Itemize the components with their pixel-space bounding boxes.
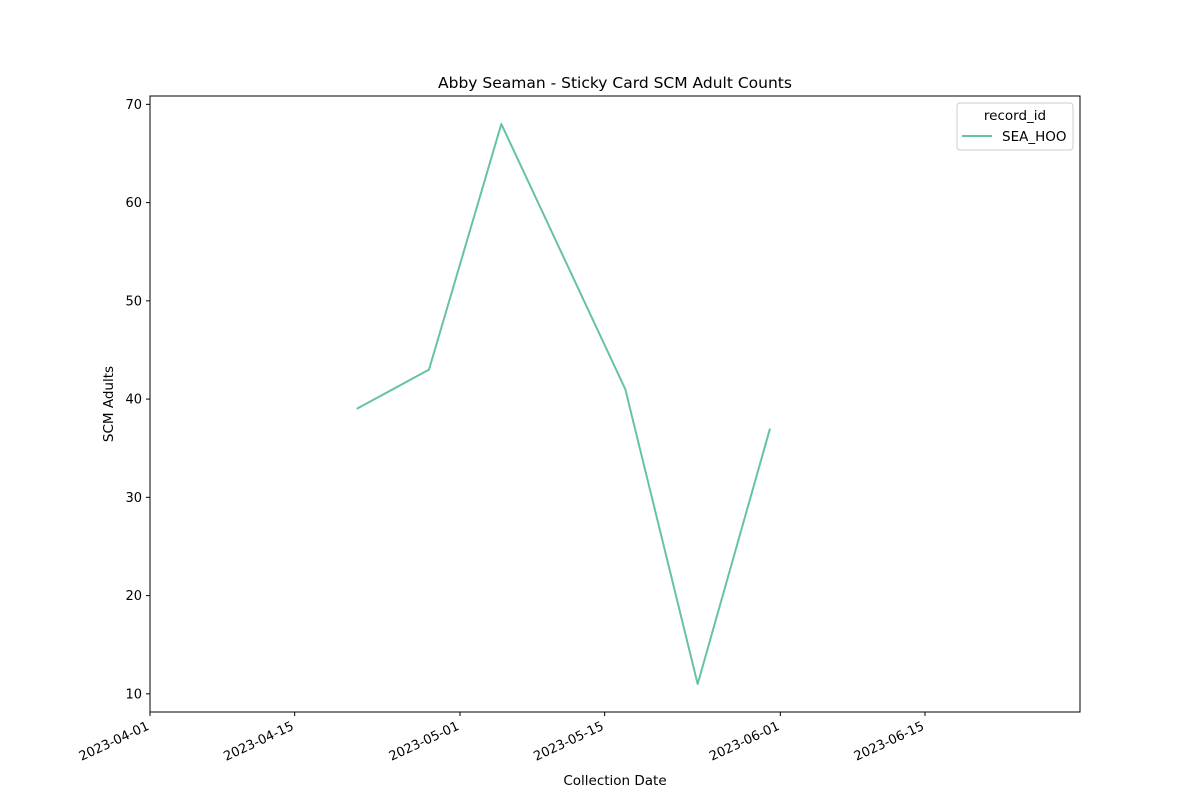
plot-frame	[149, 95, 1081, 713]
legend-label-sea-hoo: SEA_HOO	[1002, 129, 1067, 145]
x-tick-label: 2023-06-15	[852, 719, 927, 765]
legend-frame	[956, 102, 1074, 151]
x-tick-label: 2023-06-01	[707, 719, 782, 765]
y-tick-label: 30	[125, 491, 142, 506]
y-tick-label: 70	[125, 98, 142, 113]
x-tick-label: 2023-04-15	[222, 719, 297, 765]
x-axis: 2023-04-01 2023-04-15 2023-05-01 2023-05-15…	[77, 712, 927, 765]
x-tick-label: 2023-05-15	[532, 719, 607, 765]
x-tick-label: 2023-04-01	[77, 719, 152, 765]
chart-title: Abby Seaman - Sticky Card SCM Adult Coun…	[438, 74, 792, 92]
y-tick-label: 10	[125, 687, 142, 702]
y-tick-label: 40	[125, 393, 142, 408]
legend: record_id SEA_HOO	[956, 102, 1074, 151]
y-tick-label: 60	[125, 196, 142, 211]
y-axis: 10 20 30 40 50 60 70	[125, 98, 150, 702]
series-layer	[356, 123, 771, 685]
x-axis-label: Collection Date	[563, 773, 666, 789]
y-tick-label: 20	[125, 589, 142, 604]
y-tick-label: 50	[125, 294, 142, 309]
legend-title: record_id	[984, 108, 1046, 124]
series-line-sea-hoo	[356, 123, 771, 685]
x-tick-label: 2023-05-01	[387, 719, 462, 765]
y-axis-label: SCM Adults	[101, 366, 117, 442]
